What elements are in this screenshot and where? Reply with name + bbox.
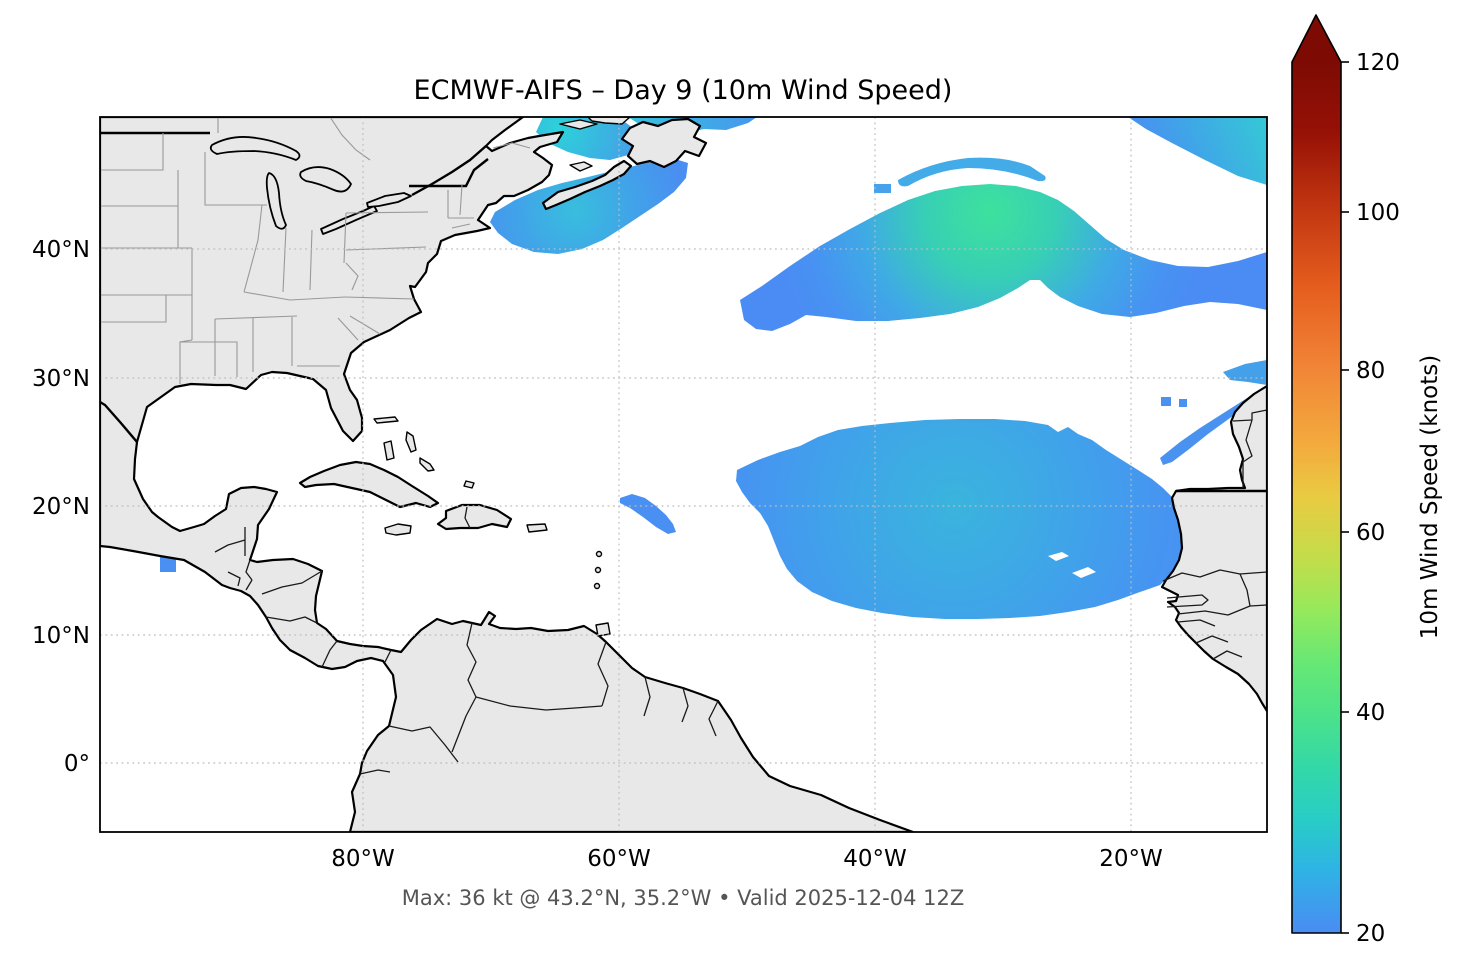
wind-region-tradewind-belt: [736, 419, 1184, 619]
land-prince-edward-island: [569, 161, 593, 172]
x-tick-label-60w: 60°W: [587, 846, 651, 872]
landmasses: [100, 117, 1267, 832]
lake-huron: [299, 166, 352, 193]
wind-pixel-canaries-1: [1161, 397, 1171, 406]
y-tick-label-40n: 40°N: [32, 237, 90, 263]
x-tick-label-20w: 20°W: [1099, 846, 1163, 872]
lake-michigan: [265, 172, 287, 230]
lake-ontario: [366, 192, 412, 208]
cb-tick-120: 120: [1356, 50, 1400, 76]
land-antilles-islet-2: [594, 566, 602, 574]
wind-pixel-arc-fragment: [874, 184, 891, 193]
land-newfoundland: [620, 117, 708, 169]
caption: Max: 36 kt @ 43.2°N, 35.2°W • Valid 2025…: [402, 886, 965, 910]
land-trinidad: [595, 622, 611, 637]
wind-region-crescent-arc: [898, 157, 1046, 187]
y-tick-label-0: 0°: [64, 751, 90, 777]
y-tick-label-30n: 30°N: [32, 366, 90, 392]
cb-tick-20: 20: [1356, 921, 1385, 947]
land-anticosti-island: [559, 119, 598, 130]
land-antilles-islet-1: [595, 550, 603, 558]
colorbar-bar-with-arrow: [1291, 14, 1342, 934]
land-puerto-rico: [526, 523, 548, 533]
wind-speed-field: [160, 117, 1267, 631]
chart-title: ECMWF-AIFS – Day 9 (10m Wind Speed): [414, 75, 953, 106]
land-bahamas-eleuthera: [405, 431, 417, 453]
colorbar-tick-marks: [1341, 61, 1349, 934]
wind-region-morocco-edge-patch-1: [1223, 360, 1267, 385]
cb-tick-100: 100: [1356, 200, 1400, 226]
cape-verde-island-hole-1: [1048, 552, 1069, 561]
y-axis-labels: 40°N 30°N 20°N 10°N 0°: [32, 237, 90, 777]
wind-region-nova-scotia-offshore: [490, 158, 688, 254]
land-americas: [100, 117, 915, 832]
cb-tick-40: 40: [1356, 700, 1385, 726]
border-st-lawrence-river: [411, 145, 487, 197]
wind-region-north-atlantic-storm: [740, 184, 1267, 331]
wind-pixel-canaries-2: [1179, 399, 1187, 407]
land-jamaica: [384, 523, 412, 536]
graticule: [100, 117, 1267, 832]
y-tick-label-20n: 20°N: [32, 494, 90, 520]
border-hispaniola: [464, 506, 471, 529]
wind-region-topright-band: [1128, 117, 1267, 185]
state-borders: [100, 117, 531, 384]
lake-superior: [209, 136, 301, 161]
central-america-borders: [214, 527, 392, 668]
cape-verde-island-hole-2: [1072, 567, 1096, 578]
land-turks-caicos: [463, 480, 475, 489]
land-hispaniola: [436, 503, 513, 531]
x-tick-label-80w: 80°W: [331, 846, 395, 872]
border-gambia: [1166, 594, 1209, 608]
south-america-borders: [359, 622, 719, 775]
africa-borders: [1162, 409, 1267, 660]
border-us-mexico-rio-grande: [100, 400, 138, 443]
cb-tick-60: 60: [1356, 520, 1385, 546]
wind-region-gulf-st-lawrence: [536, 117, 640, 160]
cb-tick-80: 80: [1356, 358, 1385, 384]
country-borders: [100, 131, 1267, 775]
x-tick-label-40w: 40°W: [843, 846, 907, 872]
border-maine-canada: [409, 158, 489, 188]
colorbar-axis-label: 10m Wind Speed (knots): [1417, 355, 1443, 639]
land-antilles-islet-3: [593, 582, 601, 590]
map-frame: [99, 116, 1268, 833]
map-content: [100, 117, 1267, 832]
land-bahamas-andros: [383, 440, 395, 461]
land-cuba: [298, 460, 440, 509]
wind-region-caribbean-streak: [620, 494, 676, 534]
land-bahamas-long-island: [419, 457, 435, 472]
land-bahamas-grand-bahama: [373, 416, 399, 424]
colorbar: 120 100 80 60 40 20 10m Wind Speed (knot…: [1291, 14, 1443, 947]
colorbar-tick-labels: 120 100 80 60 40 20: [1356, 50, 1400, 947]
land-nova-scotia: [541, 159, 633, 211]
x-axis-labels: 80°W 60°W 40°W 20°W: [331, 846, 1163, 872]
y-tick-label-10n: 10°N: [32, 623, 90, 649]
